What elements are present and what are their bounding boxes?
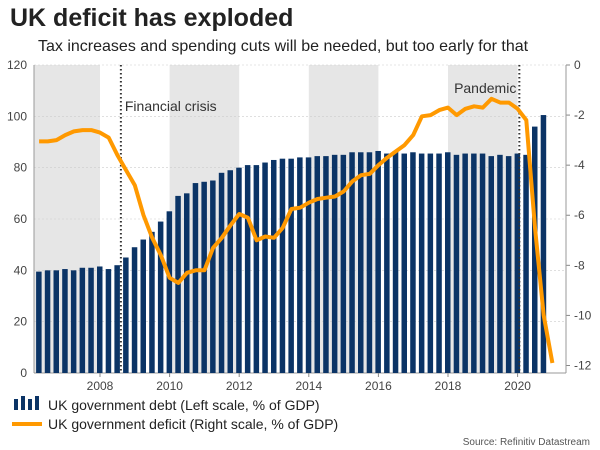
debt-bar — [227, 170, 233, 373]
deficit-line — [39, 96, 555, 364]
debt-bar — [262, 162, 268, 373]
debt-bar — [36, 271, 42, 373]
right-tick-label: -10 — [574, 308, 592, 322]
left-tick-label: 100 — [7, 109, 27, 123]
debt-bar — [314, 156, 320, 373]
debt-bar — [540, 115, 547, 374]
legend-debt-label: UK government debt (Left scale, % of GDP… — [48, 397, 320, 413]
left-tick-label: 60 — [14, 212, 28, 226]
debt-bar — [157, 221, 164, 373]
debt-bar — [244, 165, 251, 373]
debt-bar — [297, 157, 303, 373]
debt-bar — [349, 152, 355, 373]
debt-bar — [410, 152, 416, 373]
debt-bar — [105, 269, 112, 373]
debt-bar — [131, 247, 138, 373]
right-tick-label: -8 — [574, 258, 585, 272]
debt-bar — [523, 154, 529, 373]
debt-bar — [532, 126, 538, 373]
debt-bar — [140, 239, 146, 373]
debt-bar — [453, 154, 460, 373]
annotation-financial-crisis: Financial crisis — [125, 98, 217, 114]
right-tick-label: -4 — [574, 158, 585, 172]
debt-bar — [97, 266, 103, 373]
debt-bar — [323, 156, 329, 373]
debt-bar — [201, 181, 207, 373]
debt-bar — [331, 154, 338, 373]
left-tick-label: 20 — [14, 315, 28, 329]
debt-bar — [497, 154, 503, 373]
x-tick-label: 2012 — [226, 379, 253, 393]
debt-bar — [192, 183, 199, 373]
left-tick-label: 120 — [7, 58, 27, 72]
debt-bar — [471, 153, 477, 373]
debt-bar — [418, 153, 425, 373]
debt-bar — [358, 152, 364, 373]
x-tick-label: 2016 — [365, 379, 392, 393]
left-tick-label: 40 — [14, 263, 28, 277]
debt-bar — [288, 158, 294, 373]
debt-bar — [427, 153, 434, 373]
x-tick-label: 2014 — [295, 379, 322, 393]
debt-bar — [479, 153, 486, 373]
legend-debt-swatch — [21, 396, 25, 410]
right-tick-label: -6 — [574, 208, 585, 222]
debt-bar — [53, 270, 59, 373]
debt-bar — [149, 231, 155, 373]
x-tick-label: 2018 — [435, 379, 462, 393]
debt-bar — [384, 153, 390, 373]
legend-debt-swatch — [14, 399, 18, 410]
debt-bar — [366, 152, 373, 373]
right-tick-label: 0 — [574, 58, 581, 72]
debt-bar — [210, 180, 216, 373]
debt-bar — [218, 172, 225, 373]
debt-bar — [445, 152, 451, 373]
debt-bar — [305, 157, 312, 373]
source-note: Source: Refinitiv Datastream — [463, 437, 590, 448]
debt-bar — [114, 265, 120, 373]
debt-bar — [488, 156, 494, 373]
debt-bar — [166, 211, 173, 373]
debt-bar — [436, 153, 442, 373]
right-tick-label: -12 — [574, 358, 592, 372]
debt-bar — [88, 267, 94, 373]
debt-bar — [375, 150, 381, 373]
left-tick-label: 0 — [20, 366, 27, 380]
x-tick-label: 2010 — [156, 379, 183, 393]
debt-bar — [79, 267, 86, 373]
chart-title: UK deficit has exploded — [10, 4, 294, 32]
annotation-pandemic: Pandemic — [454, 80, 516, 96]
right-tick-label: -2 — [574, 108, 585, 122]
debt-bar — [401, 153, 407, 373]
x-tick-label: 2008 — [87, 379, 114, 393]
debt-bar — [340, 154, 347, 373]
debt-bar — [44, 270, 51, 373]
legend-debt-swatch — [28, 399, 32, 410]
debt-bar — [184, 193, 190, 373]
left-tick-label: 80 — [14, 161, 28, 175]
debt-bar — [236, 167, 242, 373]
debt-bar — [253, 165, 260, 373]
legend-debt-swatch — [35, 396, 39, 410]
debt-bar — [123, 257, 129, 373]
debt-bar — [392, 150, 399, 373]
debt-bar — [70, 270, 77, 373]
debt-bar — [279, 158, 286, 373]
debt-bar — [462, 153, 468, 373]
debt-bar — [505, 156, 512, 373]
debt-bar — [514, 153, 521, 373]
chart-subtitle: Tax increases and spending cuts will be … — [38, 38, 529, 55]
x-tick-label: 2020 — [504, 379, 531, 393]
legend-deficit-label: UK government deficit (Right scale, % of… — [48, 416, 338, 432]
debt-bar — [62, 269, 68, 373]
debt-bar — [271, 159, 277, 373]
